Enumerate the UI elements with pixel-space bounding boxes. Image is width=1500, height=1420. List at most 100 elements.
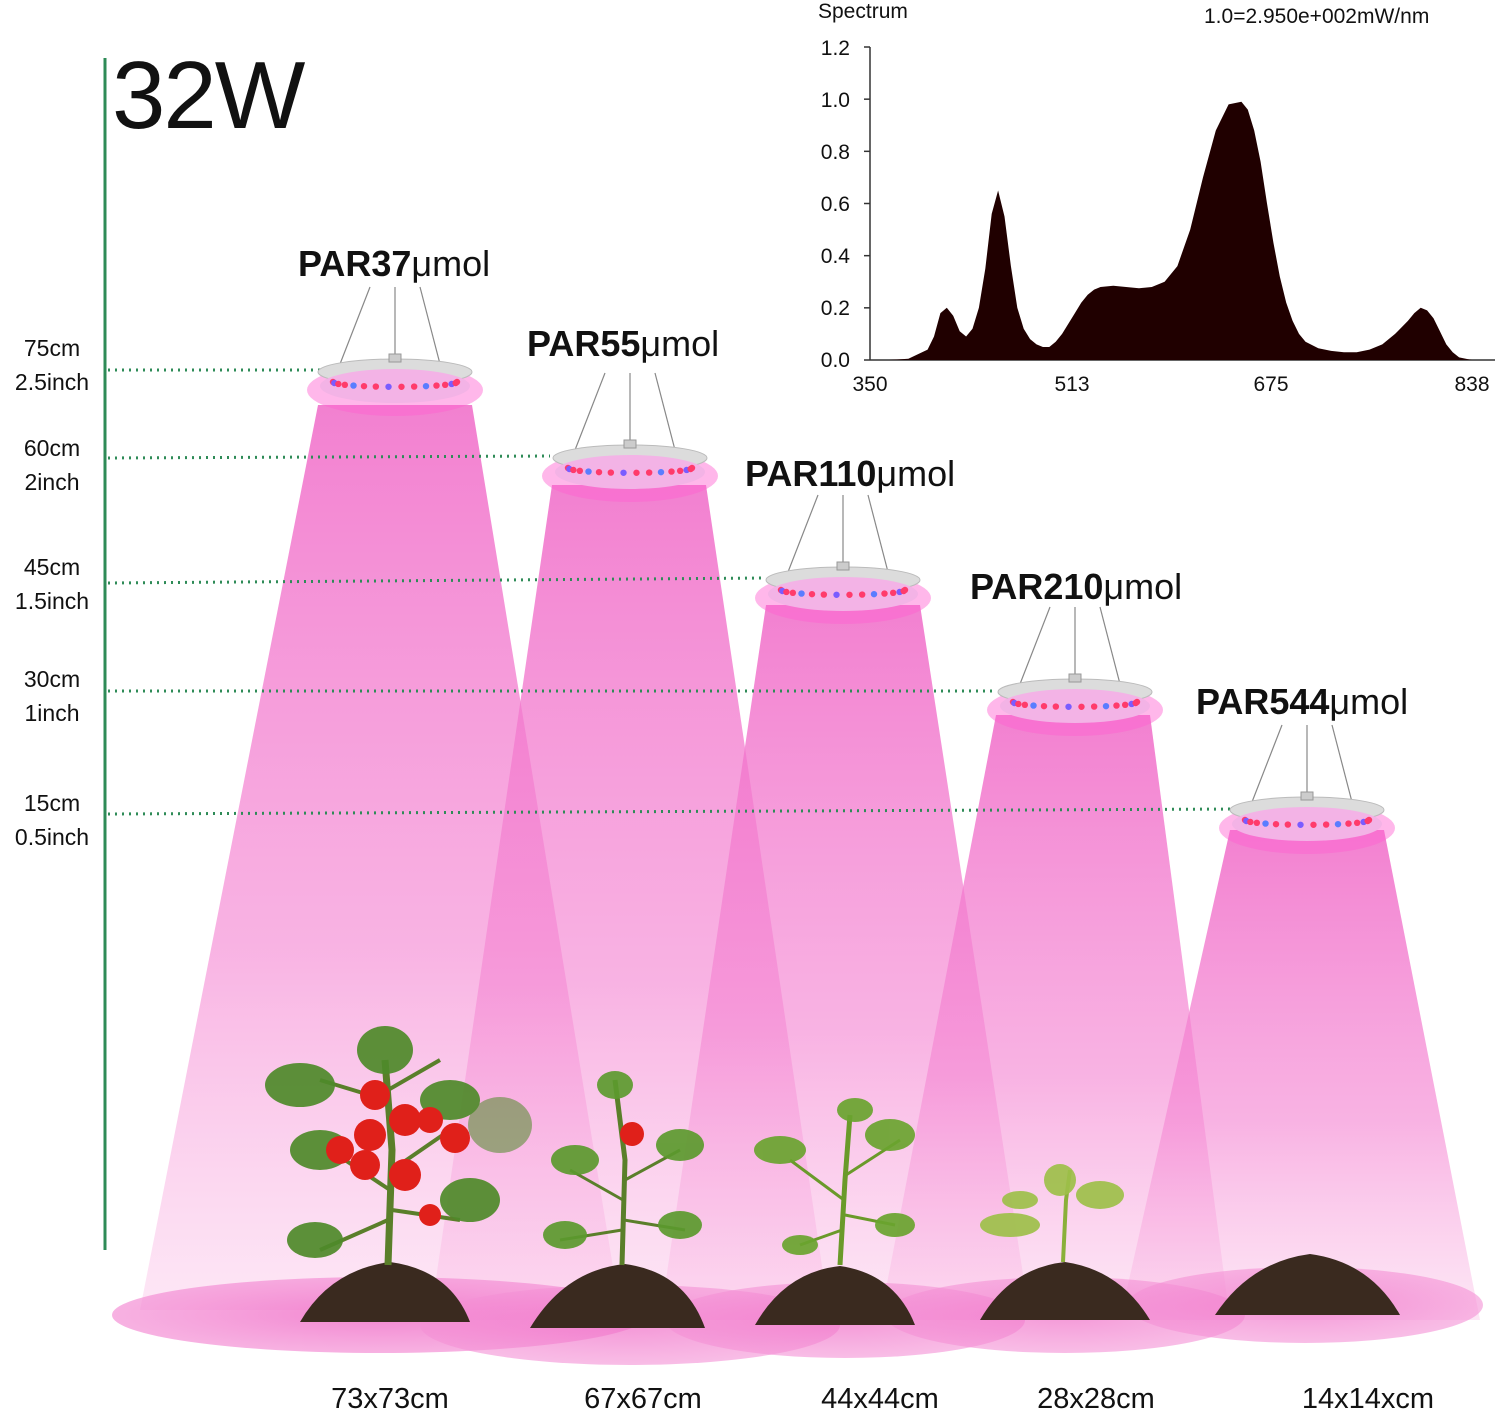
led-dot: [1297, 821, 1304, 828]
led-dot: [585, 468, 592, 475]
height-cm: 30cm: [23, 666, 81, 692]
x-tick-label: 350: [852, 373, 888, 396]
lamp-face: [1000, 689, 1150, 723]
led-dot: [433, 382, 440, 389]
led-dot: [1030, 702, 1037, 709]
coverage-label-3: 44x44cm: [821, 1383, 939, 1415]
par-unit: μmol: [640, 323, 720, 364]
led-dot: [798, 590, 805, 597]
led-dot: [881, 590, 888, 597]
y-tick-label: 1.2: [820, 37, 850, 60]
par-value: PAR210: [970, 566, 1104, 607]
lamp-face: [320, 369, 470, 403]
height-inch: 1.5inch: [14, 588, 90, 614]
led-dot: [576, 467, 584, 475]
hanging-wire: [654, 372, 676, 451]
led-dot: [453, 378, 461, 386]
par-label-2: PAR55μmol: [527, 323, 719, 365]
spectrum-chart: [864, 46, 1495, 361]
x-tick-label: 513: [1054, 373, 1090, 396]
x-tick-label: 838: [1454, 373, 1490, 396]
led-dot: [1247, 818, 1254, 826]
height-guides: [107, 368, 1241, 816]
lamp-hook: [388, 353, 402, 363]
led-dot: [1040, 702, 1048, 710]
soil-mound-4: [980, 1262, 1150, 1320]
lamp-hook: [1068, 673, 1082, 683]
hanging-wire: [339, 286, 371, 365]
height-inch: 1inch: [24, 700, 80, 726]
y-tick-label: 0.0: [820, 349, 850, 372]
led-dot: [783, 588, 790, 596]
led-dot: [858, 591, 866, 598]
led-dot: [335, 380, 342, 388]
led-dot: [1015, 700, 1022, 708]
led-dot: [385, 383, 392, 390]
par-unit: μmol: [876, 453, 956, 494]
led-dot: [410, 383, 418, 390]
led-dot: [657, 468, 665, 476]
led-dot: [350, 382, 357, 389]
led-dot: [1262, 820, 1269, 827]
led-dot: [1052, 703, 1060, 710]
par-unit: μmol: [411, 243, 491, 284]
led-dot: [1253, 819, 1261, 827]
spectrum-title: Spectrum: [818, 0, 908, 23]
height-cm: 75cm: [23, 335, 81, 361]
lamp-face: [555, 455, 705, 489]
height-label-60cm: 60cm 2inch: [2, 431, 102, 499]
lamp-hook: [623, 439, 637, 449]
soil-mound-2: [530, 1264, 705, 1328]
tomato-plant-medium: [543, 1071, 704, 1266]
par-value: PAR55: [527, 323, 641, 364]
led-dot: [620, 469, 627, 476]
led-dot: [1113, 702, 1120, 709]
soil-mound-1: [300, 1262, 470, 1322]
light-beam-4: [880, 715, 1230, 1320]
led-dot: [1272, 820, 1280, 828]
led-dot: [688, 464, 696, 472]
plants: [265, 1026, 1400, 1328]
led-dot: [808, 590, 816, 598]
grow-lamp-3: [755, 494, 931, 624]
grow-lamp-2: [542, 372, 718, 502]
led-dot: [633, 469, 640, 476]
lamp-hook: [836, 561, 850, 571]
hanging-wire: [419, 286, 441, 365]
led-dot: [668, 468, 675, 475]
tomato-plant-large: [265, 1026, 532, 1266]
coverage-label-4: 28x28cm: [1037, 1383, 1155, 1415]
led-dot: [846, 591, 853, 598]
coverage-label-1: 73x73cm: [331, 1383, 449, 1415]
led-dot: [1322, 821, 1330, 828]
grow-lamp-5: [1219, 724, 1395, 854]
height-label-75cm: 75cm 2.5inch: [2, 331, 102, 399]
hanging-wire: [1251, 724, 1283, 803]
par-label-1: PAR37μmol: [298, 243, 490, 285]
led-dot: [441, 381, 449, 389]
soil-mound-5: [1215, 1254, 1400, 1315]
coverage-label-2: 67x67cm: [584, 1383, 702, 1415]
soil-mound-3: [755, 1266, 915, 1325]
led-dot: [1365, 816, 1373, 824]
hanging-wire: [574, 372, 606, 451]
led-dot: [341, 381, 349, 389]
y-tick-label: 0.4: [820, 245, 850, 268]
led-dot: [607, 469, 615, 476]
light-beam-5: [1120, 830, 1480, 1320]
spectrum-unit-note: 1.0=2.950e+002mW/nm: [1204, 5, 1430, 28]
led-dot: [833, 591, 840, 598]
led-dot: [645, 469, 653, 476]
led-dot: [422, 382, 430, 390]
spectrum-area: [870, 101, 1495, 361]
par-value: PAR544: [1196, 681, 1330, 722]
led-dot: [1353, 819, 1361, 827]
led-dot: [870, 590, 878, 598]
hanging-wire: [867, 494, 889, 573]
seedling-plant: [980, 1164, 1124, 1263]
height-label-45cm: 45cm 1.5inch: [2, 550, 102, 618]
grow-lamp-1: [307, 286, 483, 416]
led-dot: [570, 466, 577, 474]
led-dot: [1021, 701, 1029, 709]
par-value: PAR37: [298, 243, 412, 284]
